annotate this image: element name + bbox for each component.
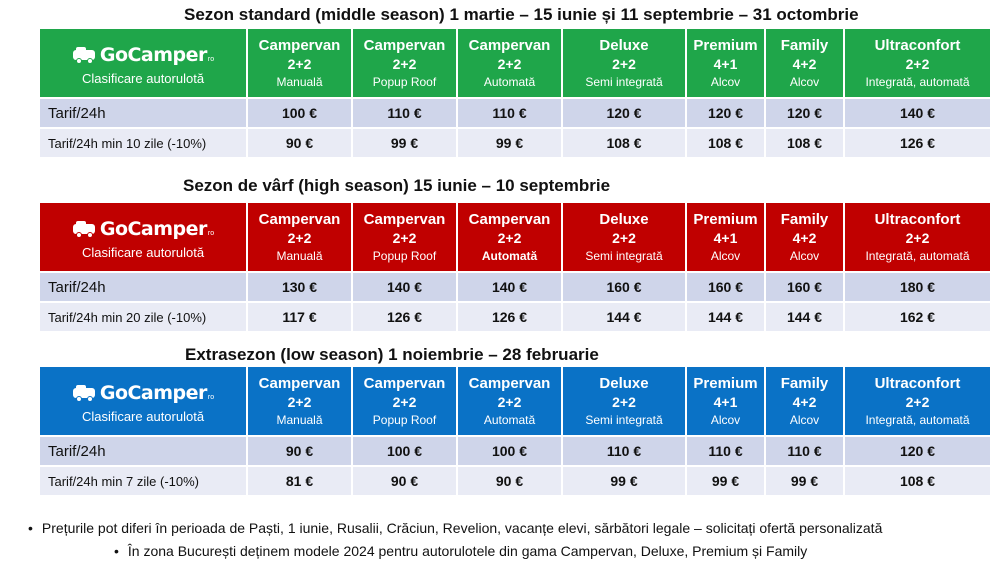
logo-header: GoCamper ro Clasificare autorulotă: [40, 367, 246, 435]
price-cell: 90 €: [248, 437, 351, 465]
price-cell: 120 €: [563, 99, 685, 127]
price-cell: 120 €: [687, 99, 764, 127]
row-label: Tarif/24h: [40, 437, 246, 465]
price-cell: 126 €: [353, 303, 456, 331]
row-label: Tarif/24h: [40, 99, 246, 127]
table-row: Tarif/24h min 10 zile (-10%) 90 € 99 € 9…: [40, 129, 990, 157]
row-label: Tarif/24h: [40, 273, 246, 301]
column-header: Campervan 2+2 Popup Roof: [353, 29, 456, 97]
column-header: Family 4+2 Alcov: [766, 367, 843, 435]
season-title: Sezon de vârf (high season) 15 iunie – 1…: [183, 176, 611, 195]
gocamper-logo: GoCamper ro: [40, 378, 246, 408]
price-cell: 140 €: [353, 273, 456, 301]
column-header: Premium 4+1 Alcov: [687, 29, 764, 97]
logo-header: GoCamper ro Clasificare autorulotă: [40, 203, 246, 271]
column-header: Campervan 2+2 Automată: [458, 367, 561, 435]
price-cell: 99 €: [563, 467, 685, 495]
price-cell: 110 €: [766, 437, 843, 465]
table-subtitle: Clasificare autorulotă: [81, 71, 205, 86]
bullet-icon: •: [114, 543, 119, 559]
price-cell: 99 €: [353, 129, 456, 157]
price-cell: 108 €: [687, 129, 764, 157]
price-cell: 162 €: [845, 303, 990, 331]
row-label: Tarif/24h min 20 zile (-10%): [40, 303, 246, 331]
column-header: Campervan 2+2 Automată: [458, 203, 561, 271]
note-item: • În zona București deținem modele 2024 p…: [114, 543, 807, 559]
logo-header: GoCamper ro Clasificare autorulotă: [40, 29, 246, 97]
price-cell: 110 €: [353, 99, 456, 127]
price-cell: 126 €: [458, 303, 561, 331]
column-header: Deluxe 2+2 Semi integrată: [563, 29, 685, 97]
price-cell: 108 €: [766, 129, 843, 157]
price-cell: 90 €: [458, 467, 561, 495]
price-cell: 99 €: [687, 467, 764, 495]
price-cell: 117 €: [248, 303, 351, 331]
price-cell: 99 €: [458, 129, 561, 157]
price-cell: 100 €: [248, 99, 351, 127]
column-header: Campervan 2+2 Manuală: [248, 29, 351, 97]
price-cell: 81 €: [248, 467, 351, 495]
price-cell: 140 €: [458, 273, 561, 301]
price-cell: 110 €: [687, 437, 764, 465]
table-subtitle: Clasificare autorulotă: [81, 245, 205, 260]
price-cell: 100 €: [458, 437, 561, 465]
bullet-icon: •: [28, 520, 33, 536]
column-header: Premium 4+1 Alcov: [687, 203, 764, 271]
column-header: Campervan 2+2 Manuală: [248, 203, 351, 271]
price-cell: 160 €: [687, 273, 764, 301]
column-header: Campervan 2+2 Automată: [458, 29, 561, 97]
season-title: Extrasezon (low season) 1 noiembrie – 28…: [185, 345, 599, 364]
column-header: Campervan 2+2 Popup Roof: [353, 367, 456, 435]
price-cell: 90 €: [353, 467, 456, 495]
price-cell: 160 €: [766, 273, 843, 301]
column-header: Family 4+2 Alcov: [766, 203, 843, 271]
column-header: Campervan 2+2 Manuală: [248, 367, 351, 435]
price-cell: 140 €: [845, 99, 990, 127]
price-table-high: GoCamper ro Clasificare autorulotă Camper…: [38, 201, 992, 333]
note-item: • Prețurile pot diferi în perioada de Paș…: [28, 520, 882, 536]
note-text: În zona București deținem modele 2024 pe…: [127, 543, 808, 559]
price-cell: 120 €: [845, 437, 990, 465]
camper-van-icon: [72, 385, 95, 402]
note-text: Prețurile pot diferi în perioada de Pașt…: [41, 520, 883, 536]
price-cell: 126 €: [845, 129, 990, 157]
price-cell: 180 €: [845, 273, 990, 301]
table-row: Tarif/24h min 7 zile (-10%) 81 € 90 € 90…: [40, 467, 990, 495]
price-cell: 108 €: [563, 129, 685, 157]
table-row: Tarif/24h 100 € 110 € 110 € 120 € 120 € …: [40, 99, 990, 127]
price-table-standard: GoCamper ro Clasificare autorulotă Camper…: [38, 27, 992, 159]
table-row: Tarif/24h 130 € 140 € 140 € 160 € 160 € …: [40, 273, 990, 301]
price-cell: 99 €: [766, 467, 843, 495]
price-cell: 110 €: [458, 99, 561, 127]
column-header: Campervan 2+2 Popup Roof: [353, 203, 456, 271]
column-header: Premium 4+1 Alcov: [687, 367, 764, 435]
column-header: Ultraconfort 2+2 Integrată, automată: [845, 203, 990, 271]
price-cell: 160 €: [563, 273, 685, 301]
column-header: Deluxe 2+2 Semi integrată: [563, 203, 685, 271]
price-table-low: GoCamper ro Clasificare autorulotă Camper…: [38, 365, 992, 497]
table-row: Tarif/24h min 20 zile (-10%) 117 € 126 €…: [40, 303, 990, 331]
column-header: Family 4+2 Alcov: [766, 29, 843, 97]
table-subtitle: Clasificare autorulotă: [81, 409, 205, 424]
price-cell: 130 €: [248, 273, 351, 301]
column-header: Ultraconfort 2+2 Integrată, automată: [845, 367, 990, 435]
camper-van-icon: [72, 221, 95, 238]
price-cell: 120 €: [766, 99, 843, 127]
row-label: Tarif/24h min 7 zile (-10%): [40, 467, 246, 495]
table-row: Tarif/24h 90 € 100 € 100 € 110 € 110 € 1…: [40, 437, 990, 465]
season-title: Sezon standard (middle season) 1 martie …: [184, 5, 859, 24]
row-label: Tarif/24h min 10 zile (-10%): [40, 129, 246, 157]
camper-van-icon: [72, 47, 95, 64]
price-cell: 110 €: [563, 437, 685, 465]
column-header: Ultraconfort 2+2 Integrată, automată: [845, 29, 990, 97]
price-cell: 108 €: [845, 467, 990, 495]
price-cell: 144 €: [563, 303, 685, 331]
price-cell: 100 €: [353, 437, 456, 465]
gocamper-logo: GoCamper ro: [40, 214, 246, 244]
gocamper-logo: GoCamper ro: [40, 40, 246, 70]
price-cell: 90 €: [248, 129, 351, 157]
column-header: Deluxe 2+2 Semi integrată: [563, 367, 685, 435]
price-cell: 144 €: [687, 303, 764, 331]
price-cell: 144 €: [766, 303, 843, 331]
